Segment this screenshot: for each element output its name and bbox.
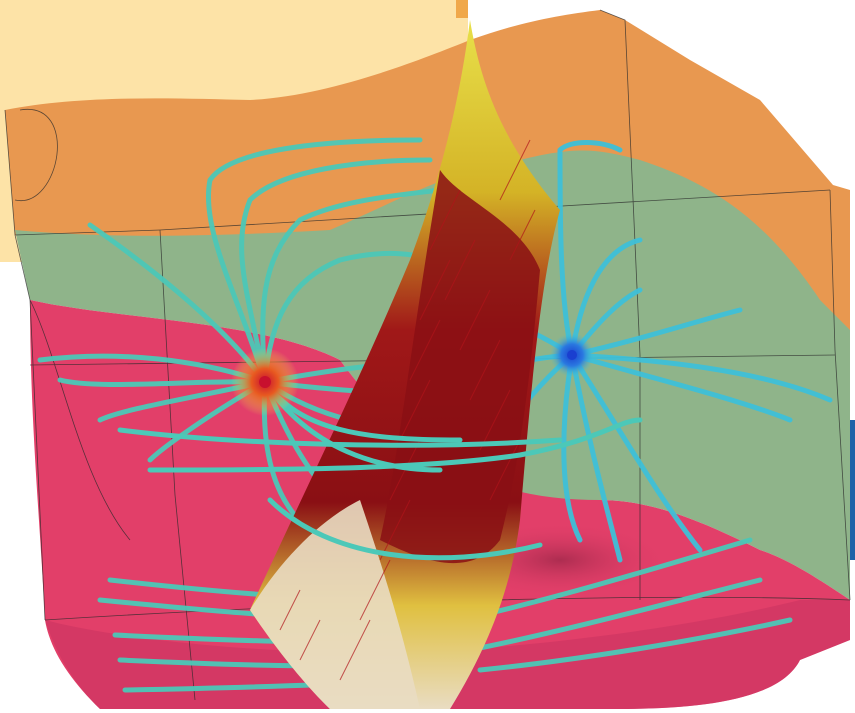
source-pole-core	[259, 376, 271, 388]
streamlines-front	[117, 379, 643, 561]
sink-pole-core	[567, 350, 577, 360]
fault-plane-pale	[250, 500, 420, 709]
backdrop-panel-edge	[456, 0, 468, 18]
layer-top	[5, 10, 850, 330]
